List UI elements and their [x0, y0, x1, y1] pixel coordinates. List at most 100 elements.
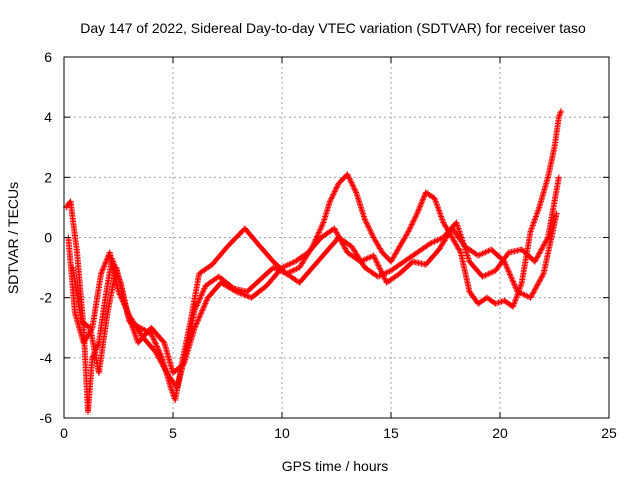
data-point [363, 220, 370, 227]
data-point [435, 236, 442, 243]
data-point [409, 220, 416, 227]
data-point [193, 320, 200, 327]
data-point [238, 290, 245, 297]
data-point [405, 228, 412, 235]
data-point [159, 362, 166, 369]
data-point [332, 185, 339, 192]
data-point [373, 258, 380, 265]
data-point [233, 288, 240, 295]
data-point [292, 266, 299, 273]
data-point [334, 183, 341, 190]
data-point [240, 291, 247, 298]
data-point [534, 282, 541, 289]
data-point [158, 359, 165, 366]
data-point [414, 210, 421, 217]
data-point [317, 226, 324, 233]
data-point [420, 194, 427, 201]
data-point [199, 307, 206, 314]
data-point [408, 222, 415, 229]
data-point [417, 203, 424, 210]
data-point [194, 317, 201, 324]
data-point [506, 271, 513, 278]
data-point [483, 248, 490, 255]
data-point [234, 289, 241, 296]
data-point [103, 256, 110, 263]
data-point [99, 266, 106, 273]
data-point [161, 364, 168, 371]
data-point [528, 293, 535, 300]
data-point [283, 262, 290, 269]
data-point [195, 298, 202, 305]
data-point [378, 269, 385, 276]
data-point [203, 297, 210, 304]
data-point [315, 229, 322, 236]
data-point [338, 238, 345, 245]
data-point [235, 289, 242, 296]
axis-ticks: 0 5 10 15 20 25 -6 -4 -2 0 2 4 6 [40, 49, 617, 441]
x-tick-label: 0 [60, 425, 68, 441]
data-point [153, 342, 160, 349]
data-point [162, 367, 169, 374]
data-point [419, 196, 426, 203]
data-point [367, 228, 374, 235]
data-point [152, 339, 159, 346]
data-point [437, 235, 444, 242]
data-point [543, 237, 550, 244]
data-point [377, 266, 384, 273]
data-point [553, 210, 560, 217]
data-point [94, 342, 101, 349]
data-point [202, 300, 209, 307]
data-point [330, 190, 337, 197]
data-point [479, 250, 486, 257]
data-point [342, 245, 349, 252]
data-point [486, 270, 493, 277]
data-point [349, 181, 356, 188]
data-point [328, 194, 335, 201]
series-trace-2 [65, 174, 562, 391]
data-point [418, 199, 425, 206]
data-point [527, 294, 534, 301]
data-point [237, 290, 244, 297]
data-point [290, 267, 297, 274]
data-point [421, 193, 428, 200]
data-point [102, 260, 109, 267]
data-point [535, 251, 542, 258]
data-point [150, 335, 157, 342]
data-point [280, 269, 287, 276]
data-point [241, 291, 248, 298]
y-tick-label: 6 [44, 49, 52, 65]
data-point [192, 323, 199, 330]
data-point [406, 227, 413, 234]
data-point [197, 311, 204, 318]
data-point [195, 316, 202, 323]
data-point [335, 233, 342, 240]
data-point [531, 258, 538, 265]
data-point [319, 220, 326, 227]
data-point [201, 303, 208, 310]
data-point [539, 243, 546, 250]
data-point [538, 246, 545, 253]
data-point [367, 227, 374, 234]
data-point [478, 251, 485, 258]
y-tick-label: -4 [40, 350, 53, 366]
data-point [280, 263, 287, 270]
data-point [492, 300, 499, 307]
data-point [411, 215, 418, 222]
data-point [363, 219, 370, 226]
y-axis-label: SDTVAR / TECUs [5, 182, 21, 294]
data-point [100, 264, 107, 271]
data-point [482, 272, 489, 279]
data-point [153, 343, 160, 350]
data-point [331, 225, 338, 232]
series-trace-3 [69, 210, 560, 376]
data-point [434, 237, 441, 244]
data-point [270, 264, 277, 271]
data-point [533, 255, 540, 262]
data-point [293, 265, 300, 272]
data-point [485, 270, 492, 277]
data-point [193, 303, 200, 310]
data-point [510, 278, 517, 285]
data-point [532, 257, 539, 264]
data-point [489, 268, 496, 275]
